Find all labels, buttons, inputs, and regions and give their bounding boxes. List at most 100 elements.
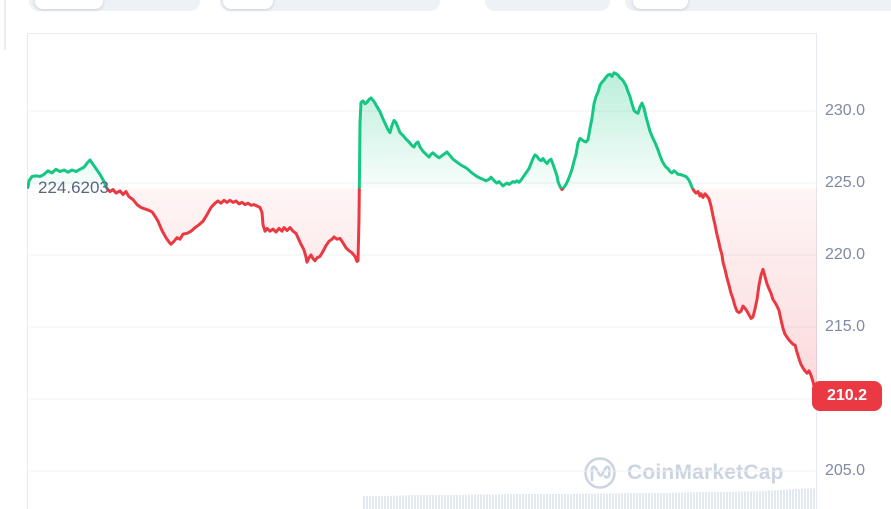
page-edge-divider bbox=[4, 0, 6, 50]
y-axis-tick-label: 230.0 bbox=[825, 102, 866, 119]
volume-bar bbox=[666, 492, 668, 509]
volume-bar bbox=[618, 493, 620, 509]
volume-bar bbox=[735, 491, 737, 509]
chart-control-group-2[interactable] bbox=[220, 0, 440, 11]
volume-bar bbox=[375, 496, 377, 509]
chart-control-selected-segment[interactable] bbox=[223, 0, 273, 9]
volume-bar bbox=[657, 493, 659, 509]
price-line-down bbox=[27, 188, 817, 400]
volume-bar bbox=[639, 493, 641, 509]
coinmarketcap-logo-icon bbox=[584, 457, 616, 489]
volume-bar bbox=[729, 491, 731, 509]
volume-bar bbox=[495, 494, 497, 509]
volume-bar bbox=[558, 494, 560, 509]
volume-bar bbox=[531, 494, 533, 509]
volume-bar bbox=[588, 493, 590, 509]
chart-control-group-1[interactable] bbox=[29, 0, 200, 11]
volume-bar bbox=[687, 492, 689, 509]
volume-bar bbox=[486, 494, 488, 509]
volume-bar bbox=[690, 492, 692, 509]
volume-bar bbox=[648, 493, 650, 509]
volume-bar bbox=[384, 495, 386, 509]
volume-bar bbox=[780, 489, 782, 509]
volume-bar bbox=[717, 492, 719, 509]
volume-bar bbox=[567, 494, 569, 509]
volume-bar bbox=[387, 495, 389, 509]
volume-bar bbox=[483, 494, 485, 509]
volume-bar bbox=[663, 493, 665, 509]
volume-bar bbox=[810, 488, 812, 509]
volume-bar bbox=[636, 493, 638, 509]
volume-bar bbox=[813, 488, 815, 509]
volume-bar bbox=[465, 494, 467, 509]
volume-bar bbox=[534, 494, 536, 509]
volume-bar bbox=[642, 493, 644, 509]
volume-bar bbox=[726, 491, 728, 509]
volume-bar bbox=[381, 496, 383, 509]
volume-bar bbox=[552, 494, 554, 509]
chart-control-group-4[interactable] bbox=[625, 0, 891, 11]
volume-bar bbox=[744, 491, 746, 509]
volume-bar bbox=[579, 493, 581, 509]
chart-control-group-3[interactable] bbox=[485, 0, 610, 11]
volume-bar bbox=[549, 494, 551, 509]
volume-bar bbox=[678, 492, 680, 509]
volume-bar bbox=[522, 494, 524, 509]
volume-bar bbox=[537, 494, 539, 509]
volume-bar bbox=[612, 493, 614, 509]
volume-bar bbox=[762, 490, 764, 509]
volume-bar bbox=[789, 489, 791, 509]
volume-bar bbox=[609, 493, 611, 509]
volume-bar bbox=[708, 492, 710, 509]
volume-bar bbox=[714, 492, 716, 509]
volume-bar bbox=[573, 493, 575, 509]
volume-bar bbox=[603, 493, 605, 509]
watermark: CoinMarketCap bbox=[582, 455, 784, 491]
volume-bar bbox=[525, 494, 527, 509]
volume-bar bbox=[489, 494, 491, 509]
volume-bar bbox=[576, 493, 578, 509]
volume-bar bbox=[756, 491, 758, 509]
volume-bar bbox=[693, 492, 695, 509]
volume-bar bbox=[594, 493, 596, 509]
volume-bar bbox=[747, 491, 749, 509]
volume-bar bbox=[630, 493, 632, 509]
y-axis-tick-label: 225.0 bbox=[825, 174, 866, 191]
volume-bar bbox=[741, 491, 743, 509]
volume-bar bbox=[585, 493, 587, 509]
volume-bar bbox=[672, 492, 674, 509]
chart-control-selected-segment[interactable] bbox=[35, 0, 103, 9]
volume-bar bbox=[405, 495, 407, 509]
volume-bar bbox=[621, 493, 623, 509]
volume-bar bbox=[696, 492, 698, 509]
volume-bar bbox=[720, 492, 722, 509]
volume-bar bbox=[462, 494, 464, 509]
volume-bar bbox=[765, 490, 767, 509]
volume-bar bbox=[627, 493, 629, 509]
volume-bar bbox=[540, 494, 542, 509]
volume-bar bbox=[435, 495, 437, 509]
volume-bar bbox=[723, 491, 725, 509]
volume-bar bbox=[795, 489, 797, 509]
volume-bar bbox=[408, 495, 410, 509]
volume-bar bbox=[705, 492, 707, 509]
volume-bar bbox=[750, 491, 752, 509]
chart-control-selected-segment[interactable] bbox=[633, 0, 688, 9]
current-price-badge: 210.2 bbox=[812, 381, 882, 412]
volume-bar bbox=[624, 493, 626, 509]
volume-bar bbox=[369, 496, 371, 509]
volume-bar bbox=[564, 494, 566, 509]
volume-bar bbox=[390, 495, 392, 509]
volume-bar bbox=[519, 494, 521, 509]
volume-bar bbox=[420, 495, 422, 509]
price-chart[interactable] bbox=[27, 33, 817, 509]
volume-bar bbox=[633, 493, 635, 509]
volume-bar bbox=[507, 494, 509, 509]
price-line-up bbox=[27, 71, 695, 189]
volume-bar bbox=[432, 495, 434, 509]
volume-bar bbox=[456, 495, 458, 509]
volume-bar bbox=[378, 496, 380, 509]
volume-bar bbox=[396, 495, 398, 509]
volume-bar bbox=[792, 489, 794, 509]
